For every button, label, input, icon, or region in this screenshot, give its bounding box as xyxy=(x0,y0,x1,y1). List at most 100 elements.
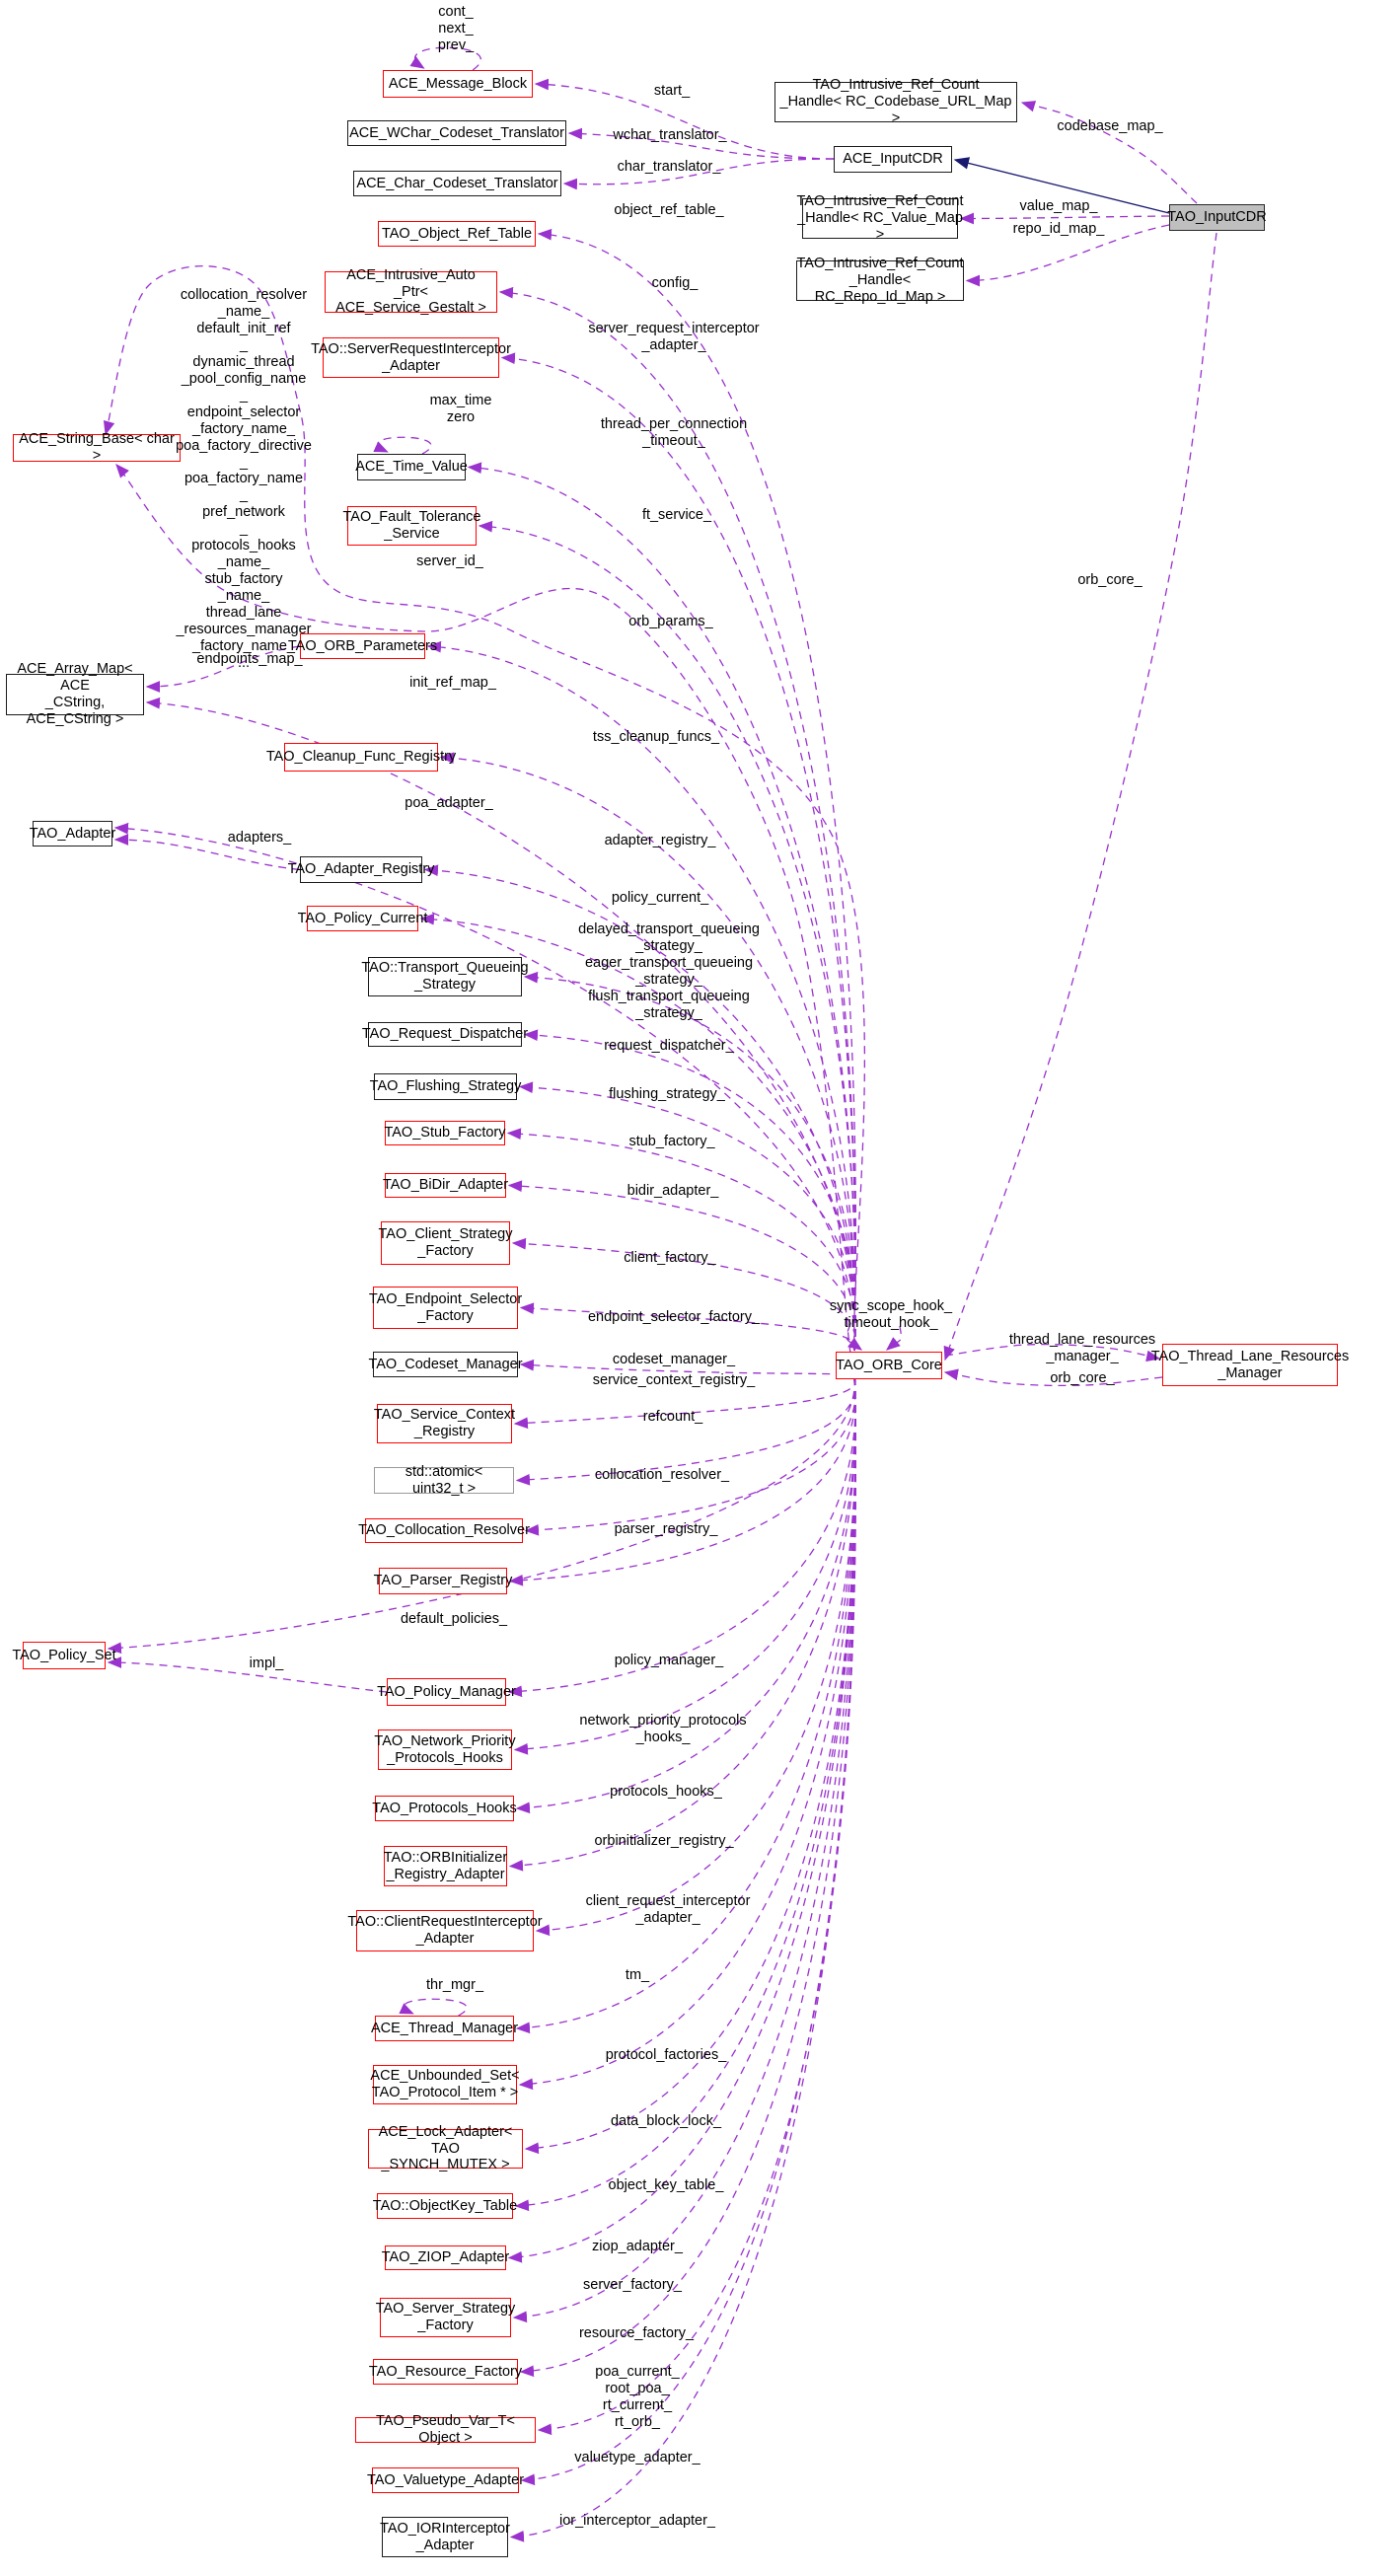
class-node-orb_parameters[interactable]: TAO_ORB_Parameters xyxy=(288,633,437,659)
edge-label: default_policies_ xyxy=(400,1611,508,1627)
edge-label: orb_core_ xyxy=(1050,1370,1115,1386)
edge-label: codebase_map_ xyxy=(1057,118,1163,134)
class-node-rc_codebase[interactable]: TAO_Intrusive_Ref_Count _Handle< RC_Code… xyxy=(774,77,1017,126)
class-node-array_map[interactable]: ACE_Array_Map< ACE _CString, ACE_CString… xyxy=(6,661,144,727)
edge-label: codeset_manager_ xyxy=(612,1352,736,1367)
edge-label: endpoints_map_ xyxy=(196,651,303,667)
class-node-flushing_strategy[interactable]: TAO_Flushing_Strategy xyxy=(370,1073,521,1100)
class-node-codeset_manager[interactable]: TAO_Codeset_Manager xyxy=(368,1352,523,1377)
edge-label: orbinitializer_registry_ xyxy=(594,1833,734,1849)
class-node-client_strategy[interactable]: TAO_Client_Strategy _Factory xyxy=(379,1221,512,1265)
edge-label: endpoint_selector_factory_ xyxy=(587,1309,761,1325)
edge-label: tm_ xyxy=(625,1967,650,1983)
edge-label: policy_manager_ xyxy=(614,1653,724,1668)
edge-label: init_ref_map_ xyxy=(409,675,496,691)
class-node-orb_core[interactable]: TAO_ORB_Core xyxy=(836,1352,942,1379)
class-node-transport_queueing[interactable]: TAO::Transport_Queueing _Strategy xyxy=(361,957,529,996)
class-node-time_value[interactable]: ACE_Time_Value xyxy=(355,454,468,480)
edge-label: thread_lane_resources _manager_ xyxy=(1008,1332,1156,1364)
class-node-orbinit_registry[interactable]: TAO::ORBInitializer _Registry_Adapter xyxy=(384,1846,507,1886)
edge-label: bidir_adapter_ xyxy=(626,1183,719,1199)
edge-label: poa_current_ root_poa_ rt_current_ rt_or… xyxy=(595,2364,680,2430)
class-node-string_base[interactable]: ACE_String_Base< char > xyxy=(13,431,181,464)
edge-label: collocation_resolver _name_ default_init… xyxy=(176,287,312,671)
class-node-ace_inputcdr[interactable]: ACE_InputCDR xyxy=(834,146,952,173)
class-node-tao_adapter[interactable]: TAO_Adapter xyxy=(30,821,115,846)
class-node-intrusive_auto_ptr[interactable]: ACE_Intrusive_Auto _Ptr< ACE_Service_Ges… xyxy=(325,267,497,316)
edge-label: protocol_factories_ xyxy=(605,2047,727,2063)
edge-label: repo_id_map_ xyxy=(1012,221,1105,237)
edge-label: wchar_translator_ xyxy=(613,127,727,143)
class-node-server_strategy[interactable]: TAO_Server_Strategy _Factory xyxy=(376,2298,515,2337)
edge-label: client_factory_ xyxy=(624,1250,716,1266)
edge-label: flushing_strategy_ xyxy=(609,1086,725,1102)
edge-label: cont_ next_ prev_ xyxy=(437,4,475,53)
class-node-tao_inputcdr[interactable]: TAO_InputCDR xyxy=(1167,204,1267,231)
edge-label: adapters_ xyxy=(227,830,292,846)
class-node-rc_repoid[interactable]: TAO_Intrusive_Ref_Count _Handle< RC_Repo… xyxy=(796,256,964,305)
edge-label: data_block_lock_ xyxy=(610,2113,722,2129)
edge-label: server_factory_ xyxy=(583,2277,682,2293)
edge-label: policy_current_ xyxy=(611,890,709,906)
edge-label: network_priority_protocols _hooks_ xyxy=(579,1713,747,1745)
class-node-endpoint_selector[interactable]: TAO_Endpoint_Selector _Factory xyxy=(369,1287,522,1329)
class-node-thread_manager[interactable]: ACE_Thread_Manager xyxy=(371,2016,518,2041)
class-node-policy_set[interactable]: TAO_Policy_Set xyxy=(12,1642,116,1669)
class-node-ace_message_block[interactable]: ACE_Message_Block xyxy=(383,70,533,98)
class-node-adapter_registry[interactable]: TAO_Adapter_Registry xyxy=(288,856,434,883)
class-node-std_atomic[interactable]: std::atomic< uint32_t > xyxy=(374,1464,514,1497)
class-node-bidir_adapter[interactable]: TAO_BiDir_Adapter xyxy=(383,1173,508,1198)
edge-label: ior_interceptor_adapter_ xyxy=(559,2513,715,2529)
class-node-fault_tolerance[interactable]: TAO_Fault_Tolerance _Service xyxy=(343,506,480,546)
class-node-client_req_int[interactable]: TAO::ClientRequestInterceptor _Adapter xyxy=(347,1910,543,1951)
class-node-ace_char[interactable]: ACE_Char_Codeset_Translator xyxy=(353,171,561,196)
edge-label: value_map_ xyxy=(1019,198,1098,214)
edge-label: poa_adapter_ xyxy=(405,795,493,811)
edge-label: adapter_registry_ xyxy=(604,833,716,848)
class-node-objectkey_table[interactable]: TAO::ObjectKey_Table xyxy=(373,2193,517,2219)
edge-label: sync_scope_hook_ timeout_hook_ xyxy=(829,1298,953,1331)
class-node-rc_value[interactable]: TAO_Intrusive_Ref_Count _Handle< RC_Valu… xyxy=(796,193,964,243)
edge-label: resource_factory_ xyxy=(578,2325,695,2341)
class-node-unbounded_set[interactable]: ACE_Unbounded_Set< TAO_Protocol_Item * > xyxy=(370,2065,520,2104)
edge-label: server_id_ xyxy=(416,553,483,569)
class-node-lock_adapter[interactable]: ACE_Lock_Adapter< TAO _SYNCH_MUTEX > xyxy=(368,2124,523,2172)
class-node-pseudo_var[interactable]: TAO_Pseudo_Var_T< Object > xyxy=(355,2413,536,2446)
edge-label: thread_per_connection _timeout_ xyxy=(600,416,748,449)
class-node-ziop_adapter[interactable]: TAO_ZIOP_Adapter xyxy=(382,2245,509,2270)
class-node-resource_factory[interactable]: TAO_Resource_Factory xyxy=(369,2359,522,2385)
edge-label: ziop_adapter_ xyxy=(592,2239,683,2254)
class-node-stub_factory[interactable]: TAO_Stub_Factory xyxy=(384,1121,506,1145)
class-node-parser_registry[interactable]: TAO_Parser_Registry xyxy=(374,1568,512,1594)
class-node-object_ref_table[interactable]: TAO_Object_Ref_Table xyxy=(378,221,536,247)
class-node-network_priority[interactable]: TAO_Network_Priority _Protocols_Hooks xyxy=(374,1730,516,1770)
class-node-cleanup_registry[interactable]: TAO_Cleanup_Func_Registry xyxy=(266,743,456,772)
edge-label: object_key_table_ xyxy=(608,2177,724,2193)
edge-label: collocation_resolver_ xyxy=(594,1467,730,1483)
class-node-policy_current[interactable]: TAO_Policy_Current xyxy=(298,906,427,931)
edge-label: object_ref_table_ xyxy=(614,202,724,218)
edge-label: valuetype_adapter_ xyxy=(574,2450,700,2466)
edge-label: max_time zero xyxy=(429,393,492,425)
class-node-request_dispatcher[interactable]: TAO_Request_Dispatcher xyxy=(362,1022,528,1047)
edge-label: protocols_hooks_ xyxy=(610,1784,722,1800)
class-node-ace_wchar[interactable]: ACE_WChar_Codeset_Translator xyxy=(347,120,566,146)
class-node-valuetype_adapter[interactable]: TAO_Valuetype_Adapter xyxy=(367,2467,524,2493)
class-node-policy_manager[interactable]: TAO_Policy_Manager xyxy=(377,1678,516,1706)
edge-label: orb_core_ xyxy=(1077,572,1142,588)
edge-label: char_translator_ xyxy=(617,159,721,175)
class-node-thread_lane_mgr[interactable]: TAO_Thread_Lane_Resources _Manager xyxy=(1151,1344,1349,1386)
edge-label: tss_cleanup_funcs_ xyxy=(592,729,720,745)
edge-label: request_dispatcher_ xyxy=(604,1038,734,1054)
class-node-server_req_int[interactable]: TAO::ServerRequestInterceptor _Adapter xyxy=(311,337,511,378)
class-node-ior_interceptor[interactable]: TAO_IORInterceptor _Adapter xyxy=(380,2517,510,2557)
class-node-service_context[interactable]: TAO_Service_Context _Registry xyxy=(374,1404,515,1443)
edge-label: orb_params_ xyxy=(628,614,713,629)
class-node-collocation_resolver[interactable]: TAO_Collocation_Resolver xyxy=(358,1518,530,1543)
edge-label: server_request_interceptor _adapter_ xyxy=(588,321,760,353)
class-node-protocols_hooks[interactable]: TAO_Protocols_Hooks xyxy=(372,1796,517,1821)
edge-label: start_ xyxy=(653,83,691,99)
edge-label: config_ xyxy=(651,275,699,291)
edge-label: thr_mgr_ xyxy=(425,1977,484,1993)
